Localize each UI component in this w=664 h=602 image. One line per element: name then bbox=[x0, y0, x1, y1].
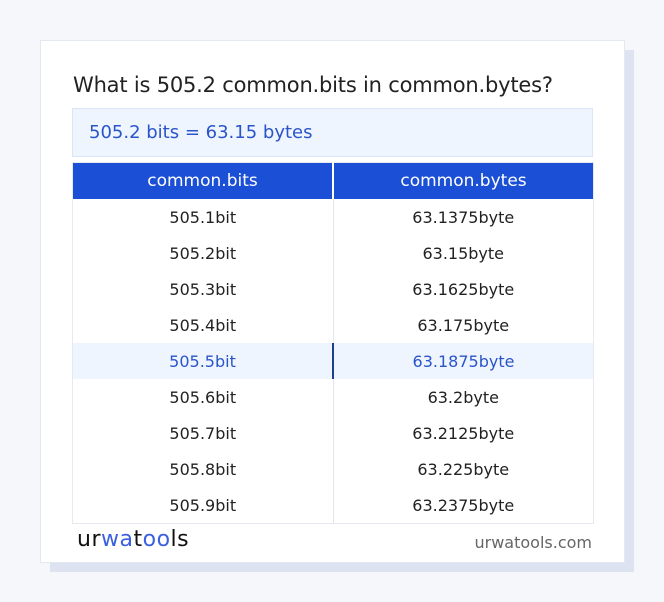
bytes-cell: 63.1375byte bbox=[332, 199, 594, 235]
bits-cell: 505.1bit bbox=[169, 207, 237, 227]
table-row: 505.6bit 63.2byte bbox=[73, 379, 594, 415]
bytes-cell: 63.1875byte bbox=[332, 343, 594, 379]
urwatools-logo: urwatools bbox=[77, 527, 190, 552]
bytes-cell: 63.175byte bbox=[332, 307, 594, 343]
bytes-cell: 63.15byte bbox=[332, 235, 594, 271]
table-row: 505.4bit 63.175byte bbox=[73, 307, 594, 343]
page-title: What is 505.2 common.bits in common.byte… bbox=[73, 73, 553, 97]
bits-cell: 505.9bit bbox=[169, 495, 237, 515]
table-row: 505.9bit 63.2375byte bbox=[73, 487, 594, 524]
table-row: 505.2bit 63.15byte bbox=[73, 235, 594, 271]
column-header-bytes: common.bytes bbox=[332, 162, 594, 199]
table-row: 505.7bit 63.2125byte bbox=[73, 415, 594, 451]
table-row: 505.8bit 63.225byte bbox=[73, 451, 594, 487]
site-link[interactable]: urwatools.com bbox=[474, 533, 593, 552]
table-row: 505.1bit 63.1375byte bbox=[73, 199, 594, 235]
conversion-card: What is 505.2 common.bits in common.byte… bbox=[40, 40, 625, 563]
result-box: 505.2 bits = 63.15 bytes bbox=[72, 108, 593, 157]
bytes-cell: 63.1625byte bbox=[332, 271, 594, 307]
bits-cell: 505.7bit bbox=[169, 423, 237, 443]
bytes-cell: 63.2125byte bbox=[332, 415, 594, 451]
bytes-cell: 63.2byte bbox=[332, 379, 594, 415]
table-row: 505.5bit 63.1875byte bbox=[72, 343, 594, 379]
bits-cell: 505.6bit bbox=[169, 387, 237, 407]
table-row: 505.3bit 63.1625byte bbox=[73, 271, 594, 307]
bits-cell: 505.5bit bbox=[72, 343, 333, 379]
bits-cell: 505.3bit bbox=[169, 279, 237, 299]
result-text: 505.2 bits = 63.15 bytes bbox=[89, 122, 313, 143]
bytes-cell: 63.2375byte bbox=[332, 487, 594, 524]
conversion-table: common.bits common.bytes 505.1bit 63.1375… bbox=[72, 162, 594, 524]
bits-cell: 505.4bit bbox=[169, 315, 237, 335]
bits-cell: 505.8bit bbox=[169, 459, 237, 479]
bits-cell: 505.2bit bbox=[169, 243, 237, 263]
bytes-cell: 63.225byte bbox=[332, 451, 594, 487]
column-header-bits: common.bits bbox=[72, 162, 333, 199]
